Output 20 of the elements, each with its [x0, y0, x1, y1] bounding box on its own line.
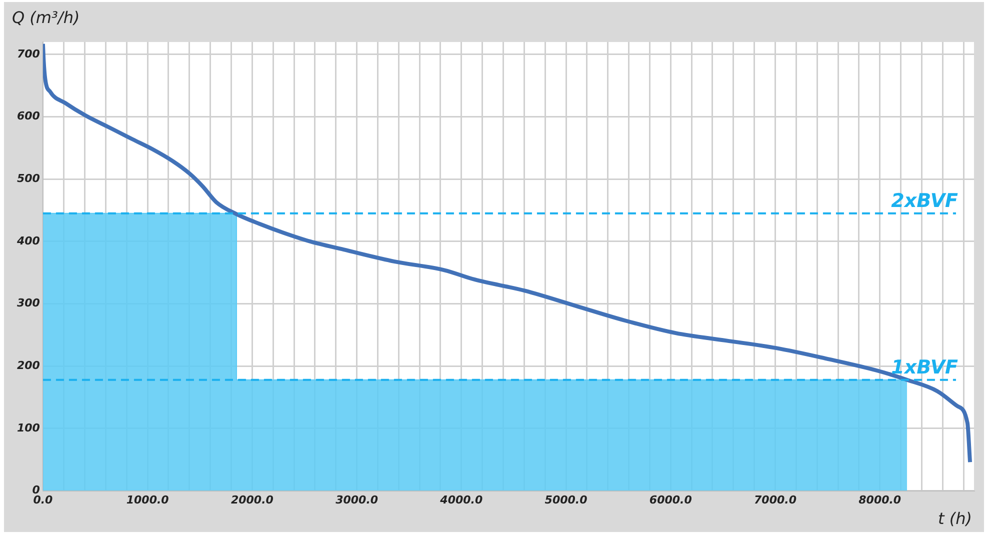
y-tick-label: 600 [16, 110, 40, 123]
y-tick-label: 400 [16, 234, 40, 248]
x-tick-label: 6000.0 [649, 493, 692, 506]
x-tick-label: 5000.0 [544, 493, 588, 506]
x-tick-label: 7000.0 [754, 493, 797, 506]
x-tick-label: 4000.0 [439, 493, 483, 506]
y-axis-title: Q (m³/h) [12, 8, 80, 27]
y-tick-label: 300 [16, 296, 40, 310]
line-series [42, 42, 972, 464]
x-tick-label: 8000.0 [858, 493, 902, 506]
x-axis-title: t (h) [938, 509, 972, 528]
y-tick-label: 500 [16, 172, 40, 185]
y-tick-label: 100 [16, 421, 40, 434]
y-tick-label: 700 [16, 47, 40, 60]
y-tick-label: 200 [16, 358, 40, 372]
x-tick-label: 2000.0 [230, 493, 274, 506]
x-tick-label: 1000.0 [126, 493, 170, 506]
x-tick-label: 3000.0 [336, 493, 378, 506]
ref-line-label: 1xBVF [891, 356, 958, 378]
ref-line-label: 2xBVF [891, 190, 958, 212]
